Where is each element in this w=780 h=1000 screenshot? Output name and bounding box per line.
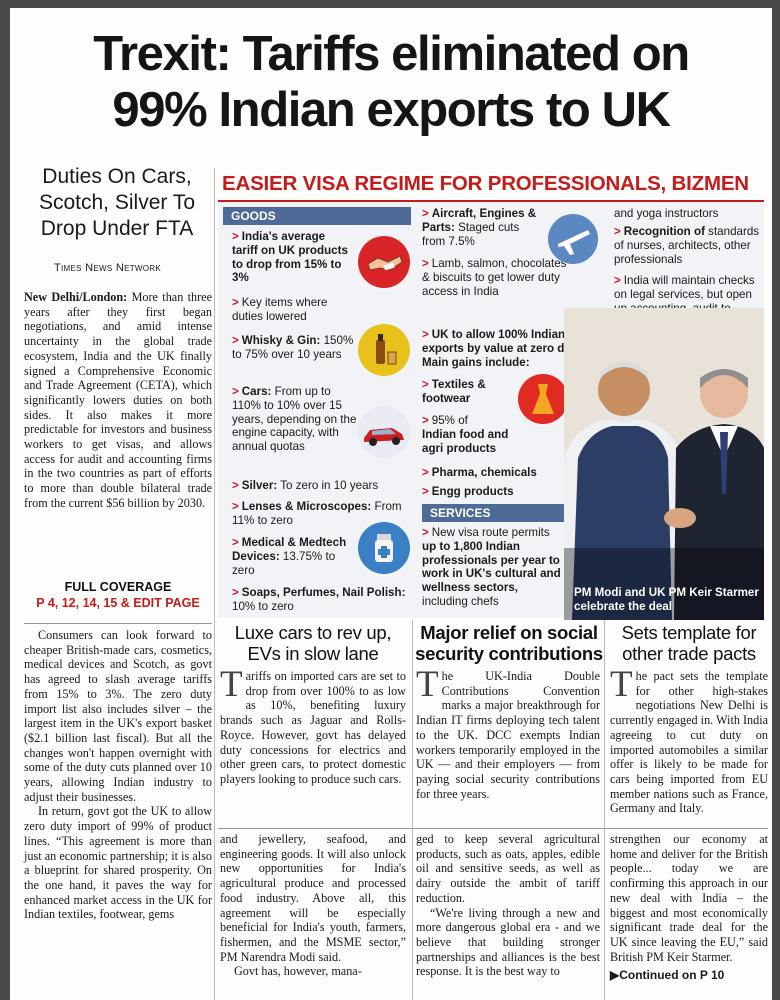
dateline: New Delhi/London: [24, 290, 128, 304]
info-box: GOODS > India's average tariff on UK prod… [218, 200, 764, 620]
goods-item: > Pharma, chemicals [422, 466, 537, 479]
leaders-photo [564, 308, 764, 620]
divider [218, 828, 768, 829]
column-rule [214, 168, 215, 1000]
full-coverage-pages: P 4, 12, 14, 15 & EDIT PAGE [36, 596, 200, 610]
headline-line-1: Trexit: Tariffs eliminated on [93, 27, 690, 81]
deck: Duties On Cars, Scotch, Silver To Drop U… [22, 164, 212, 242]
divider [24, 623, 212, 624]
cont-column-2: and jewellery, seafood, and engineering … [220, 832, 406, 979]
goods-item: > Lenses & Microscopes: From 11% to zero [232, 500, 402, 527]
full-coverage: FULL COVERAGE P 4, 12, 14, 15 & EDIT PAG… [24, 580, 212, 610]
goods-item: > Whisky & Gin: 150% to 75% over 10 years [232, 334, 354, 361]
headline-line-2: 99% Indian exports to UK [112, 83, 671, 137]
social-heading: Major relief on social security contribu… [415, 622, 603, 664]
airplane-icon [548, 214, 598, 264]
deck-line-3: Drop Under FTA [40, 217, 194, 240]
lead-text: More than three years after they first b… [24, 290, 212, 510]
services-header: SERVICES [422, 504, 608, 522]
column-rule [604, 620, 605, 1000]
goods-item: > Medical & Medtech Devices: 13.75% to ze… [232, 536, 347, 577]
goods-item: > Engg products [422, 485, 514, 498]
medicine-bottle-icon [358, 522, 410, 574]
template-heading: Sets template for other trade pacts [621, 622, 757, 664]
deck-line-2: Scotch, Silver To [38, 191, 195, 214]
goods-item: > Textiles & footwear [422, 378, 486, 405]
luxe-heading: Luxe cars to rev up, EVs in slow lane [234, 622, 392, 664]
goods-item: > Aircraft, Engines & Parts: Staged cuts … [422, 207, 537, 248]
body-paragraph: Consumers can look forward to cheaper Br… [24, 628, 212, 804]
car-icon [358, 406, 410, 458]
goods-item: >95% of Indian food and agri products [422, 414, 509, 455]
goods-item: > Silver: To zero in 10 years [232, 479, 379, 492]
cont-column-4: strengthen our economy at home and deliv… [610, 832, 768, 983]
visa-banner: EASIER VISA REGIME FOR PROFESSIONALS, BI… [222, 172, 749, 195]
byline: Times News Network [54, 262, 162, 274]
column-rule [412, 620, 413, 1000]
deck-line-1: Duties On Cars, [42, 165, 192, 188]
photo-caption: PM Modi and UK PM Keir Starmer celebrate… [574, 586, 759, 613]
right-item: and yoga instructors [614, 207, 719, 220]
lead-paragraph: New Delhi/London: More than three years … [24, 290, 212, 511]
goods-header: GOODS [223, 207, 411, 225]
dropcap: T [610, 664, 633, 705]
right-item: > Recognition of standards of nurses, arc… [614, 225, 760, 266]
handshake-icon [358, 236, 410, 288]
goods-item: > Soaps, Perfumes, Nail Polish: 10% to ze… [232, 586, 406, 613]
dropcap: T [220, 664, 243, 705]
continued-link[interactable]: ▶Continued on P 10 [610, 968, 725, 983]
services-item: > New visa route permits up to 1,800 Indi… [422, 526, 561, 608]
body-paragraph: In return, govt got the UK to allow zero… [24, 804, 212, 922]
dropcap: T [416, 664, 439, 705]
dress-icon [518, 374, 568, 424]
bottom-left-column: Consumers can look forward to cheaper Br… [24, 628, 212, 922]
goods-item: > Key items where duties lowered [232, 296, 328, 323]
newspaper-page: Trexit: Tariffs eliminated on 99% Indian… [10, 8, 772, 1000]
full-coverage-title: FULL COVERAGE [64, 580, 172, 594]
goods-item: > UK to allow 100% Indian exports by valu… [422, 328, 585, 369]
goods-item: > Cars: From up to 110% to 10% over 15 ye… [232, 385, 357, 454]
goods-item: > Lamb, salmon, chocolates & biscuits to … [422, 257, 567, 298]
headline: Trexit: Tariffs eliminated on 99% Indian… [10, 26, 772, 138]
cont-column-3: ged to keep several agricultural product… [416, 832, 600, 979]
whisky-bottle-icon [358, 324, 410, 376]
goods-item: > India's average tariff on UK products t… [232, 230, 348, 285]
